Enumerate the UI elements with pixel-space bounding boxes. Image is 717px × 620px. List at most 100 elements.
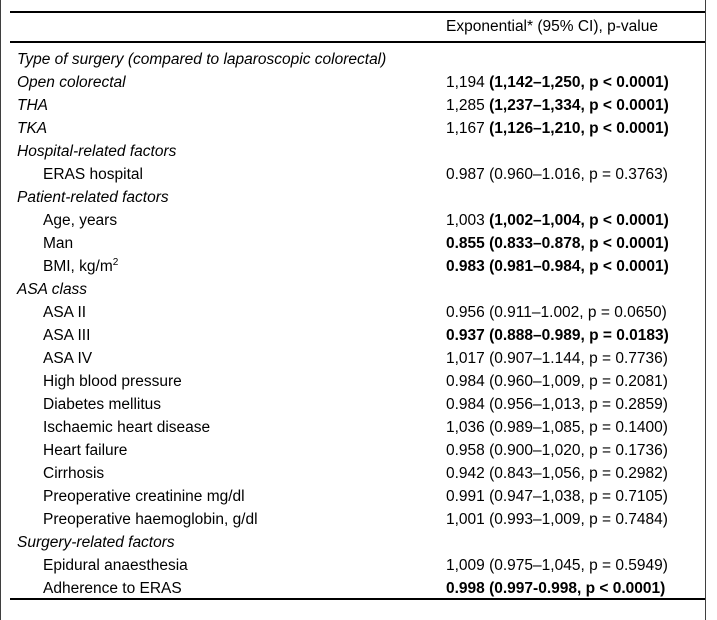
row-value: 1,167 (1,126–1,210, p < 0.0001) (446, 120, 669, 138)
row-label: Heart failure (43, 441, 128, 459)
row-value: 1,017 (0.907–1.144, p = 0.7736) (446, 350, 668, 368)
value-normal-segment: 1,194 (446, 73, 490, 91)
row-label: Type of surgery (compared to laparoscopi… (17, 50, 387, 68)
value-normal-segment: 0.956 (0.911–1.002, p = 0.0650) (446, 303, 667, 321)
value-normal-segment: 0.984 (0.956–1,013, p = 0.2859) (446, 395, 668, 413)
row-value: 0.937 (0.888–0.989, p = 0.0183) (446, 327, 669, 345)
row-value: 1,009 (0.975–1,045, p = 0.5949) (446, 557, 668, 575)
row-value: 1,194 (1,142–1,250, p < 0.0001) (446, 74, 669, 92)
row-label: ASA class (17, 280, 88, 298)
table-row: Cirrhosis 0.942 (0.843–1,056, p = 0.2982) (10, 462, 705, 485)
row-label: TKA (17, 119, 48, 137)
table-row: Hospital-related factors (10, 140, 705, 163)
row-label: High blood pressure (43, 372, 182, 390)
value-bold-segment: (1,237–1,334, p < 0.0001) (489, 96, 669, 114)
row-value: 0.998 (0.997-0.998, p < 0.0001) (446, 580, 665, 598)
value-normal-segment: 0.991 (0.947–1,038, p = 0.7105) (446, 487, 668, 505)
header-bottom-rule (10, 41, 705, 43)
value-bold-segment: (1,142–1,250, p < 0.0001) (489, 73, 669, 91)
value-bold-segment: (1,126–1,210, p < 0.0001) (489, 119, 669, 137)
row-value: 0.983 (0.981–0.984, p < 0.0001) (446, 258, 669, 276)
table-row: Patient-related factors (10, 186, 705, 209)
value-normal-segment: 1,009 (0.975–1,045, p = 0.5949) (446, 556, 668, 574)
row-value: 1,001 (0.993–1,009, p = 0.7484) (446, 511, 668, 529)
table-row: Type of surgery (compared to laparoscopi… (10, 48, 705, 71)
row-label: Preoperative creatinine mg/dl (43, 487, 245, 505)
value-normal-segment: 0.958 (0.900–1,020, p = 0.1736) (446, 441, 668, 459)
row-label: BMI, kg/m2 (43, 257, 119, 275)
table-row: ASA IV 1,017 (0.907–1.144, p = 0.7736) (10, 347, 705, 370)
row-label: Adherence to ERAS (43, 579, 182, 597)
table-bottom-rule (10, 598, 705, 600)
row-value: 1,003 (1,002–1,004, p < 0.0001) (446, 212, 669, 230)
row-label: Man (43, 234, 74, 252)
value-normal-segment: 1,167 (446, 119, 490, 137)
table-row: BMI, kg/m2 0.983 (0.981–0.984, p < 0.0001… (10, 255, 705, 278)
row-label: ASA II (43, 303, 87, 321)
table-row: ASA class (10, 278, 705, 301)
row-value: 0.942 (0.843–1,056, p = 0.2982) (446, 465, 668, 483)
table-row: Open colorectal 1,194 (1,142–1,250, p < 0… (10, 71, 705, 94)
value-bold-segment: 0.937 (0.888–0.989, p = 0.0183) (446, 326, 669, 344)
value-normal-segment: 0.987 (0.960–1.016, p = 0.3763) (446, 165, 668, 183)
table-row: THA 1,285 (1,237–1,334, p < 0.0001) (10, 94, 705, 117)
label-superscript: 2 (112, 257, 119, 268)
row-label: ASA III (43, 326, 91, 344)
row-label: ERAS hospital (43, 165, 143, 183)
row-label: Preoperative haemoglobin, g/dl (43, 510, 258, 528)
row-value: 0.958 (0.900–1,020, p = 0.1736) (446, 442, 668, 460)
table-row: Diabetes mellitus 0.984 (0.956–1,013, p =… (10, 393, 705, 416)
row-value: 0.956 (0.911–1.002, p = 0.0650) (446, 304, 667, 322)
table-row: ASA III 0.937 (0.888–0.989, p = 0.0183) (10, 324, 705, 347)
right-edge-line (705, 0, 706, 620)
row-label: Open colorectal (17, 73, 126, 91)
row-label: THA (17, 96, 48, 114)
table-body: Type of surgery (compared to laparoscopi… (10, 48, 705, 600)
row-label: Ischaemic heart disease (43, 418, 211, 436)
row-value: 0.984 (0.960–1,009, p = 0.2081) (446, 373, 668, 391)
table-row: Heart failure 0.958 (0.900–1,020, p = 0.1… (10, 439, 705, 462)
table-row: Man 0.855 (0.833–0.878, p < 0.0001) (10, 232, 705, 255)
row-value: 0.991 (0.947–1,038, p = 0.7105) (446, 488, 668, 506)
value-bold-segment: 0.998 (0.997-0.998, p < 0.0001) (446, 579, 666, 597)
value-normal-segment: 0.942 (0.843–1,056, p = 0.2982) (446, 464, 668, 482)
left-edge-line (0, 0, 1, 620)
value-normal-segment: 0.984 (0.960–1,009, p = 0.2081) (446, 372, 668, 390)
value-normal-segment: 1,017 (0.907–1.144, p = 0.7736) (446, 349, 668, 367)
table-row: Age, years 1,003 (1,002–1,004, p < 0.0001… (10, 209, 705, 232)
table-row: Ischaemic heart disease 1,036 (0.989–1,08… (10, 416, 705, 439)
table-row: Preoperative haemoglobin, g/dl 1,001 (0.9… (10, 508, 705, 531)
value-column-header: Exponential* (95% CI), p-value (446, 18, 658, 35)
value-normal-segment: 1,036 (0.989–1,085, p = 0.1400) (446, 418, 668, 436)
table-row: ASA II 0.956 (0.911–1.002, p = 0.0650) (10, 301, 705, 324)
row-label: Epidural anaesthesia (43, 556, 188, 574)
row-label: Hospital-related factors (17, 142, 177, 160)
row-value: 0.987 (0.960–1.016, p = 0.3763) (446, 166, 668, 184)
value-normal-segment: 1,285 (446, 96, 490, 114)
row-label: ASA IV (43, 349, 93, 367)
row-value: 1,285 (1,237–1,334, p < 0.0001) (446, 97, 669, 115)
row-value: 0.984 (0.956–1,013, p = 0.2859) (446, 396, 668, 414)
row-label: Age, years (43, 211, 118, 229)
table-row: TKA 1,167 (1,126–1,210, p < 0.0001) (10, 117, 705, 140)
table-row: High blood pressure 0.984 (0.960–1,009, p… (10, 370, 705, 393)
row-label: Cirrhosis (43, 464, 105, 482)
value-normal-segment: 1,001 (0.993–1,009, p = 0.7484) (446, 510, 668, 528)
table-header-row: Exponential* (95% CI), p-value (10, 13, 705, 41)
table-row: Surgery-related factors (10, 531, 705, 554)
row-label: Surgery-related factors (17, 533, 175, 551)
row-value: 1,036 (0.989–1,085, p = 0.1400) (446, 419, 668, 437)
row-label: Patient-related factors (17, 188, 169, 206)
table-row: Adherence to ERAS 0.998 (0.997-0.998, p <… (10, 577, 705, 600)
value-bold-segment: 0.855 (0.833–0.878, p < 0.0001) (446, 234, 669, 252)
value-normal-segment: 1,003 (446, 211, 490, 229)
table-row: ERAS hospital 0.987 (0.960–1.016, p = 0.3… (10, 163, 705, 186)
value-bold-segment: (1,002–1,004, p < 0.0001) (489, 211, 669, 229)
table-row: Preoperative creatinine mg/dl 0.991 (0.94… (10, 485, 705, 508)
row-value: 0.855 (0.833–0.878, p < 0.0001) (446, 235, 669, 253)
value-bold-segment: 0.983 (0.981–0.984, p < 0.0001) (446, 257, 669, 275)
table-top-rule (10, 11, 705, 13)
table-row: Epidural anaesthesia 1,009 (0.975–1,045, … (10, 554, 705, 577)
row-label: Diabetes mellitus (43, 395, 162, 413)
